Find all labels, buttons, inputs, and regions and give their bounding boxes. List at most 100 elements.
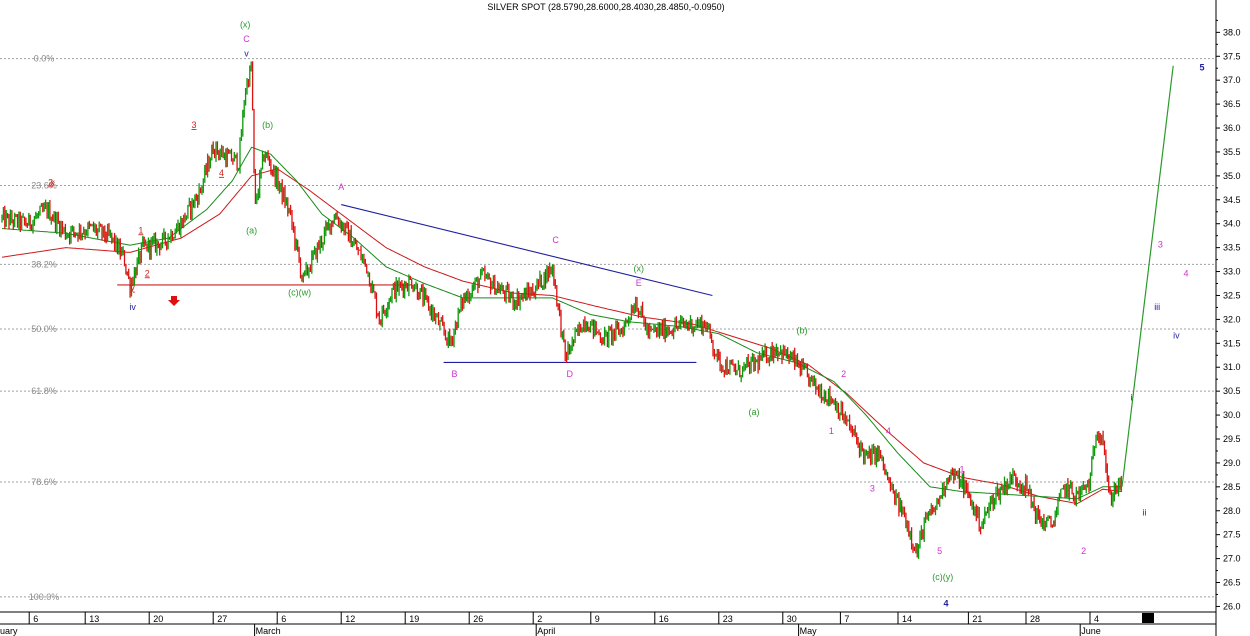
wave-label: (c)(w) [288, 288, 311, 298]
y-tick-label: 34.0 [1223, 219, 1241, 229]
fib-label: 50.0% [31, 324, 57, 334]
y-tick-label: 28.5 [1223, 482, 1241, 492]
wave-label: (b) [797, 326, 808, 336]
wave-label: (c)(y) [932, 572, 953, 582]
y-tick-label: 38.0 [1223, 27, 1241, 37]
y-tick-label: 29.0 [1223, 458, 1241, 468]
y-tick-label: 34.5 [1223, 195, 1241, 205]
y-tick-label: 27.0 [1223, 554, 1241, 564]
wave-label: 4 [886, 426, 891, 436]
month-label: April [537, 626, 555, 636]
y-tick-label: 36.5 [1223, 99, 1241, 109]
fib-label: 23.6% [31, 180, 57, 190]
x-tick-label: 6 [33, 614, 38, 624]
wave-label: x [50, 177, 55, 187]
y-tick-label: 33.5 [1223, 243, 1241, 253]
y-tick-label: 37.5 [1223, 51, 1241, 61]
fib-label: 100.0% [29, 592, 60, 602]
y-tick-label: 27.5 [1223, 530, 1241, 540]
y-tick-label: 31.0 [1223, 362, 1241, 372]
projection-line [1121, 65, 1174, 487]
x-tick-label: 23 [723, 614, 733, 624]
x-tick-label: 20 [153, 614, 163, 624]
wave-label: 1 [829, 426, 834, 436]
x-tick-label: 16 [659, 614, 669, 624]
wave-label: iv [1173, 331, 1180, 341]
fib-label: 78.6% [31, 477, 57, 487]
wave-label: (a) [749, 407, 760, 417]
y-tick-label: 26.0 [1223, 601, 1241, 611]
y-tick-label: 32.0 [1223, 314, 1241, 324]
x-tick-label: 6 [281, 614, 286, 624]
fib-label: 0.0% [34, 54, 55, 64]
wave-label: C [243, 34, 250, 44]
down-arrow-icon [168, 296, 180, 306]
wave-label: 3 [1158, 240, 1163, 250]
price-bars [1, 61, 1123, 559]
wave-label: iv [129, 302, 136, 312]
wave-label: v [244, 48, 249, 58]
x-tick-label: 19 [409, 614, 419, 624]
wave-label: B [451, 369, 457, 379]
x-tick-label: 14 [902, 614, 912, 624]
wave-label: D [566, 369, 573, 379]
wave-label: A [338, 182, 344, 192]
scroll-marker [1142, 613, 1154, 623]
wave-label: 4 [1183, 268, 1188, 278]
wave-label: 2 [841, 369, 846, 379]
y-tick-label: 33.0 [1223, 267, 1241, 277]
wave-label: y [130, 283, 135, 293]
projection-line [168, 65, 1174, 487]
wave-label: 4 [219, 168, 224, 178]
wave-label: 5 [1199, 63, 1204, 73]
y-tick-label: 32.5 [1223, 290, 1241, 300]
y-tick-label: 26.5 [1223, 578, 1241, 588]
wave-label: 4 [943, 598, 948, 608]
y-tick-label: 31.5 [1223, 338, 1241, 348]
chart-title: SILVER SPOT (28.5790,28.6000,28.4030,28.… [487, 2, 724, 12]
y-tick-label: 35.5 [1223, 147, 1241, 157]
x-tick-label: 4 [1094, 614, 1099, 624]
moving-average-green [1, 146, 1122, 500]
x-tick-label: 9 [595, 614, 600, 624]
month-label: June [1081, 626, 1101, 636]
wave-label: 2 [145, 268, 150, 278]
wave-label: 2 [48, 177, 53, 187]
y-tick-label: 35.0 [1223, 171, 1241, 181]
fib-label: 61.8% [31, 386, 57, 396]
trendlines [117, 204, 713, 363]
month-label: May [800, 626, 818, 636]
wave-label: 2 [1081, 546, 1086, 556]
x-tick-label: 7 [844, 614, 849, 624]
x-tick-label: 27 [217, 614, 227, 624]
y-tick-label: 30.5 [1223, 386, 1241, 396]
y-tick-label: 36.0 [1223, 123, 1241, 133]
x-tick-label: 26 [473, 614, 483, 624]
trendline [341, 204, 713, 297]
wave-label: 1 [959, 465, 964, 475]
wave-label: 3 [870, 484, 875, 494]
wave-label: (x) [634, 264, 645, 274]
wave-label: iii [1154, 302, 1160, 312]
x-tick-label: 2 [537, 614, 542, 624]
y-tick-label: 28.0 [1223, 506, 1241, 516]
y-tick-label: 30.0 [1223, 410, 1241, 420]
y-tick-label: 29.5 [1223, 434, 1241, 444]
moving-average-red [1, 168, 1123, 505]
wave-label: 3 [191, 120, 196, 130]
moving-averages [1, 146, 1123, 505]
wave-label: C [552, 235, 559, 245]
x-tick-label: 12 [345, 614, 355, 624]
month-label: uary [0, 626, 18, 636]
wave-label: (a) [246, 225, 257, 235]
wave-label: 5 [937, 546, 942, 556]
x-tick-label: 30 [787, 614, 797, 624]
wave-label: (x) [240, 20, 251, 30]
x-tick-label: 21 [972, 614, 982, 624]
y-tick-label: 37.0 [1223, 75, 1241, 85]
wave-label: i [1131, 393, 1133, 403]
